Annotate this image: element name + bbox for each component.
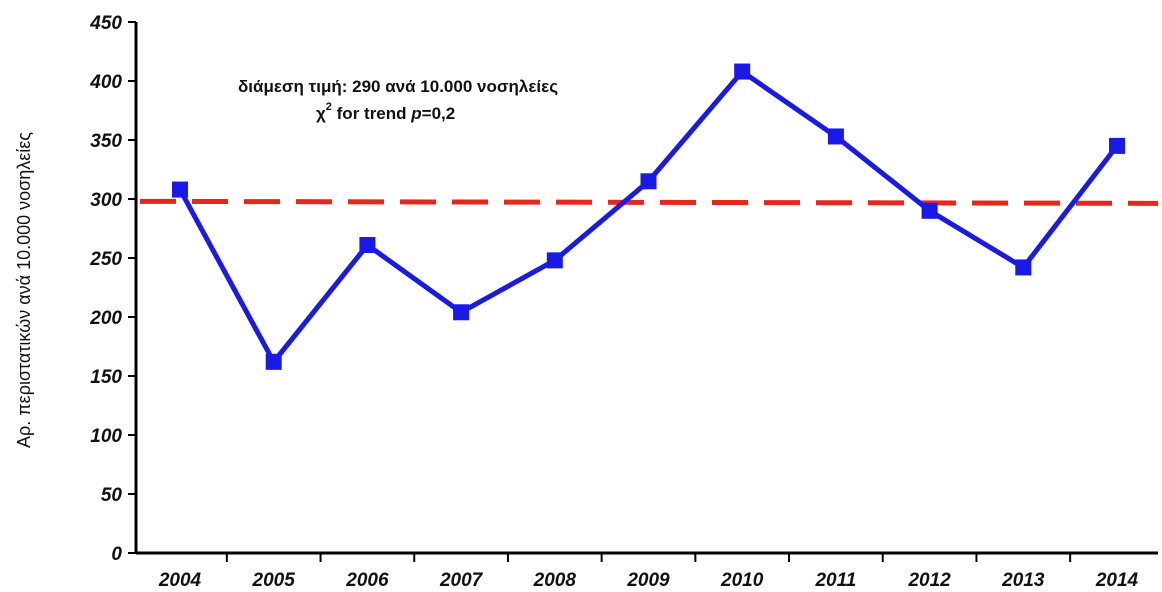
data-point-marker [1015, 259, 1032, 276]
data-point-marker [453, 304, 470, 321]
y-tick-label: 50 [101, 485, 123, 506]
data-point-marker [546, 252, 563, 269]
data-point-marker [827, 128, 844, 145]
trend-superscript: 2 [326, 101, 332, 113]
data-point-marker [359, 237, 376, 254]
y-tick-label: 100 [90, 426, 122, 447]
y-tick-label: 150 [90, 367, 122, 388]
y-tick-label: 200 [89, 308, 122, 329]
trend-mid: for trend [332, 104, 411, 123]
series-markers [172, 63, 1125, 370]
x-tick-label: 2013 [1001, 570, 1045, 591]
trend-p: p [410, 104, 421, 123]
y-tick-label: 0 [111, 544, 122, 565]
x-tick-label: 2012 [907, 570, 951, 591]
x-tick-label: 2008 [533, 570, 577, 591]
median-reference-line [139, 198, 1159, 206]
x-tick-label: 2011 [814, 570, 856, 591]
data-point-marker [172, 181, 188, 198]
data-point-marker [734, 63, 751, 80]
y-ticks: 0 50 100 150 200 250 300 350 400 450 [89, 13, 136, 565]
trend-value: =0,2 [422, 104, 456, 123]
x-tick-label: 2005 [252, 570, 296, 591]
data-point-marker [921, 202, 938, 219]
x-ticks: 2004 2005 2006 2007 2008 2009 2010 2011 2012 2013… [158, 553, 1139, 591]
median-annotation: διάμεση τιμή: 290 ανά 10.000 νοσηλείες [238, 77, 558, 96]
y-tick-label: 250 [89, 249, 122, 270]
x-tick-label: 2007 [439, 570, 484, 591]
data-point-marker [640, 173, 657, 190]
x-tick-label: 2014 [1095, 570, 1139, 591]
x-tick-label: 2004 [158, 570, 202, 591]
trend-chi: χ [316, 104, 326, 123]
x-tick-label: 2009 [626, 570, 670, 591]
trend-annotation: χ2 for trend p=0,2 [316, 101, 455, 123]
data-point-marker [265, 353, 282, 370]
y-tick-label: 350 [90, 131, 122, 152]
x-tick-label: 2006 [345, 570, 389, 591]
y-tick-label: 400 [89, 72, 122, 93]
x-tick-label: 2010 [720, 570, 764, 591]
y-tick-label: 450 [89, 13, 122, 34]
data-point-marker [1109, 137, 1125, 154]
y-axis-label: Αρ. περιστατικών ανά 10.000 νοσηλείες [14, 132, 34, 448]
y-tick-label: 300 [90, 190, 122, 211]
